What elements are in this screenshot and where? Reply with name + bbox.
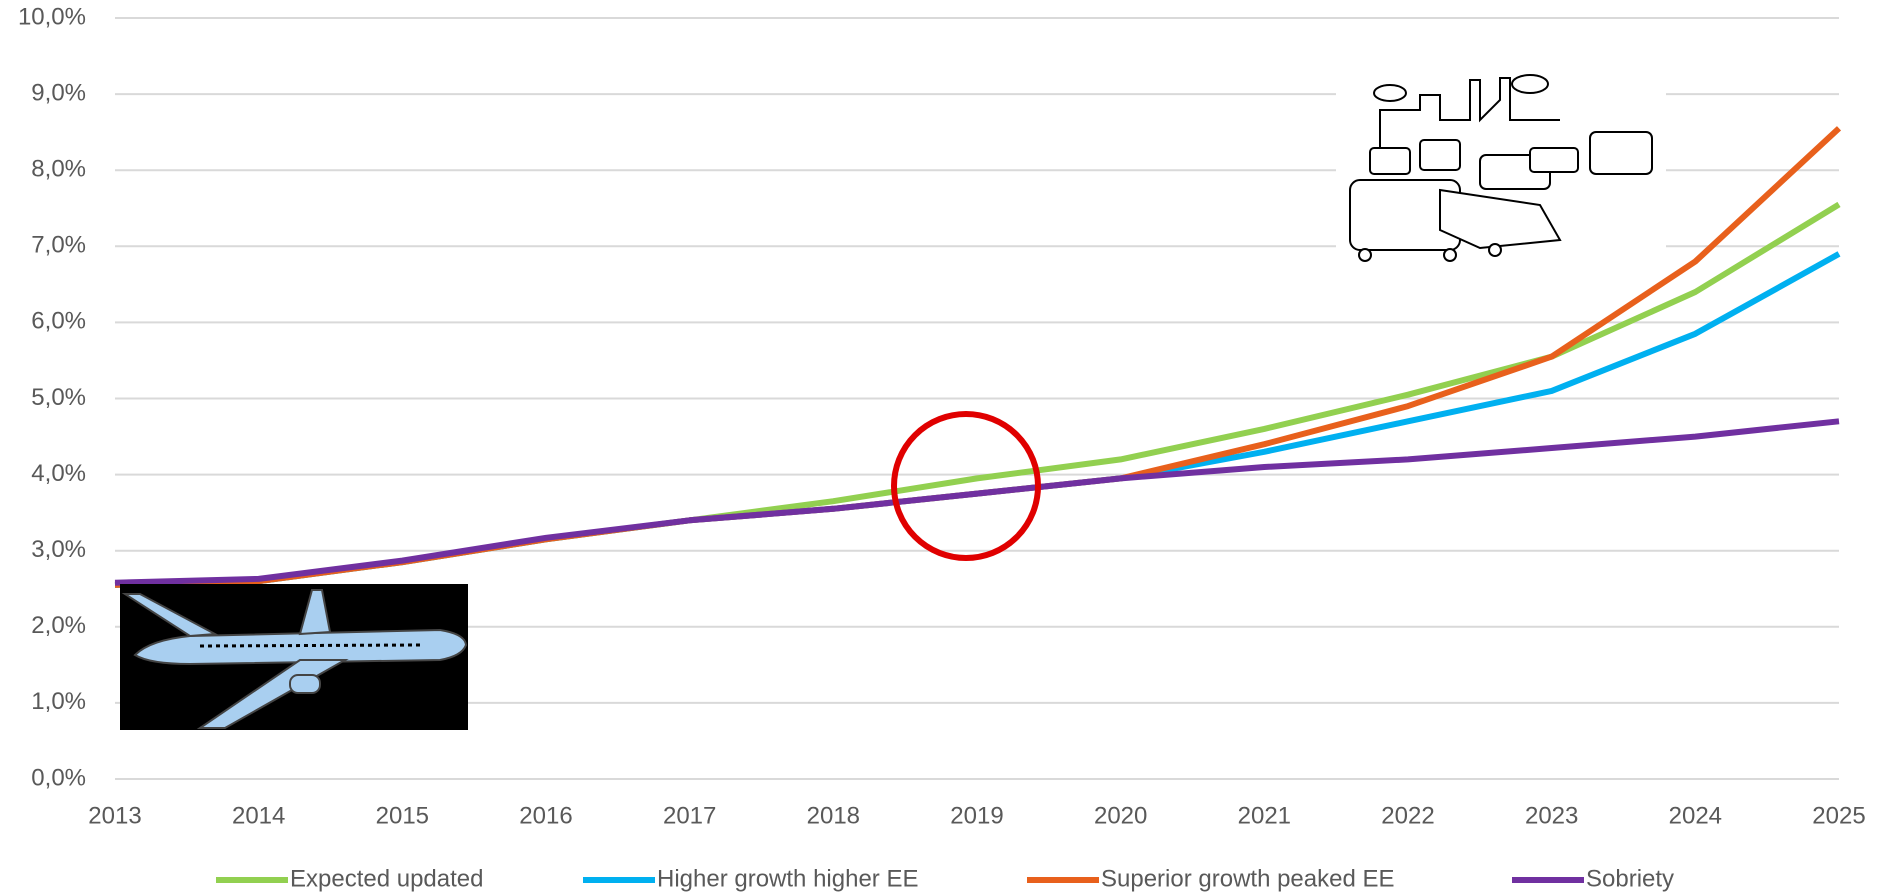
x-tick-label: 2018 [807, 802, 860, 829]
legend-label: Superior growth peaked EE [1101, 865, 1395, 892]
traffic-picture [1336, 72, 1666, 270]
y-tick-label: 10,0% [18, 3, 86, 30]
x-tick-label: 2019 [950, 802, 1003, 829]
x-tick-label: 2020 [1094, 802, 1147, 829]
x-tick-label: 2015 [376, 802, 429, 829]
chart: 0,0% 1,0% 2,0% 3,0% 4,0% 5,0% 6,0% 7,0% 8,0% 9,0%… [0, 0, 1879, 895]
legend: Expected updated Higher growth higher EE S… [216, 865, 1674, 892]
legend-label: Sobriety [1586, 865, 1674, 892]
x-tick-label: 2024 [1669, 802, 1722, 829]
y-tick-label: 5,0% [31, 384, 86, 411]
y-tick-label: 2,0% [31, 612, 86, 639]
x-tick-label: 2022 [1381, 802, 1434, 829]
y-tick-label: 1,0% [31, 688, 86, 715]
x-tick-label: 2014 [232, 802, 285, 829]
legend-label: Higher growth higher EE [657, 865, 918, 892]
airplane-picture [120, 584, 468, 730]
page: {"chart_data": {"type": "line", "categor… [0, 0, 1879, 895]
x-tick-label: 2013 [88, 802, 141, 829]
x-tick-label: 2016 [519, 802, 572, 829]
x-tick-label: 2017 [663, 802, 716, 829]
y-tick-label: 9,0% [31, 79, 86, 106]
y-tick-label: 3,0% [31, 536, 86, 563]
x-tick-label: 2021 [1238, 802, 1291, 829]
y-tick-label: 4,0% [31, 460, 86, 487]
y-tick-label: 8,0% [31, 156, 86, 183]
line-series [115, 254, 1839, 585]
x-tick-label: 2023 [1525, 802, 1578, 829]
y-tick-label: 0,0% [31, 764, 86, 791]
x-tick-label: 2025 [1812, 802, 1865, 829]
legend-label: Expected updated [290, 865, 484, 892]
y-tick-label: 7,0% [31, 232, 86, 259]
y-tick-label: 6,0% [31, 308, 86, 335]
